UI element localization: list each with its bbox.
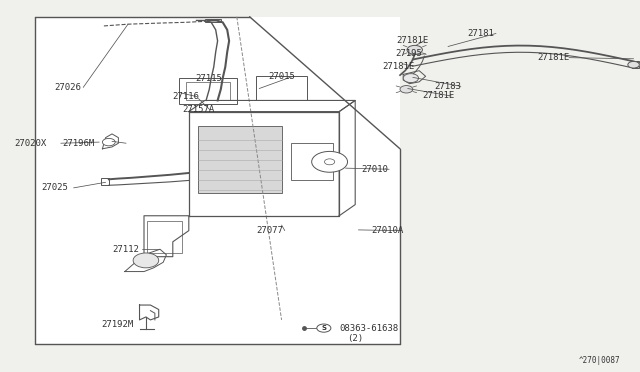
Circle shape bbox=[324, 159, 335, 165]
Text: 08363-61638: 08363-61638 bbox=[339, 324, 398, 333]
Text: 27181E: 27181E bbox=[383, 62, 415, 71]
Bar bbox=[205, 19, 221, 22]
Circle shape bbox=[632, 62, 640, 67]
Text: S: S bbox=[321, 325, 326, 331]
Bar bbox=[198, 126, 282, 193]
Circle shape bbox=[403, 74, 419, 83]
Circle shape bbox=[400, 86, 413, 93]
Text: 27195: 27195 bbox=[396, 49, 422, 58]
Text: 27196M: 27196M bbox=[63, 139, 95, 148]
Text: 27181: 27181 bbox=[467, 29, 494, 38]
Bar bbox=[632, 61, 639, 68]
Text: 27010: 27010 bbox=[362, 165, 388, 174]
Text: 27192M: 27192M bbox=[101, 320, 133, 329]
Text: 27115: 27115 bbox=[195, 74, 222, 83]
Text: 27181E: 27181E bbox=[397, 36, 429, 45]
Text: 27157A: 27157A bbox=[182, 105, 214, 114]
Bar bbox=[256, 76, 307, 100]
Text: ^270|0087: ^270|0087 bbox=[579, 356, 621, 365]
Circle shape bbox=[312, 151, 348, 172]
Bar bbox=[35, 17, 400, 344]
Circle shape bbox=[102, 138, 115, 146]
Text: 27077: 27077 bbox=[256, 226, 283, 235]
Text: 27183: 27183 bbox=[434, 82, 461, 91]
Bar bbox=[291, 143, 333, 180]
Circle shape bbox=[317, 324, 331, 332]
Text: (2): (2) bbox=[348, 334, 364, 343]
Text: 27026: 27026 bbox=[54, 83, 81, 92]
Text: 27181E: 27181E bbox=[422, 92, 454, 100]
Circle shape bbox=[628, 61, 639, 68]
Bar bbox=[147, 221, 182, 253]
Text: 27025: 27025 bbox=[42, 183, 68, 192]
Bar bbox=[179, 78, 237, 104]
Circle shape bbox=[133, 253, 159, 268]
Text: 27116: 27116 bbox=[173, 92, 200, 101]
Text: 27020X: 27020X bbox=[14, 139, 46, 148]
Text: 27010A: 27010A bbox=[371, 226, 403, 235]
Text: 27112: 27112 bbox=[112, 245, 139, 254]
Bar bbox=[186, 82, 230, 100]
Bar bbox=[101, 178, 109, 185]
Text: 27015: 27015 bbox=[269, 72, 296, 81]
Text: 27181E: 27181E bbox=[538, 53, 570, 62]
Circle shape bbox=[407, 45, 422, 54]
